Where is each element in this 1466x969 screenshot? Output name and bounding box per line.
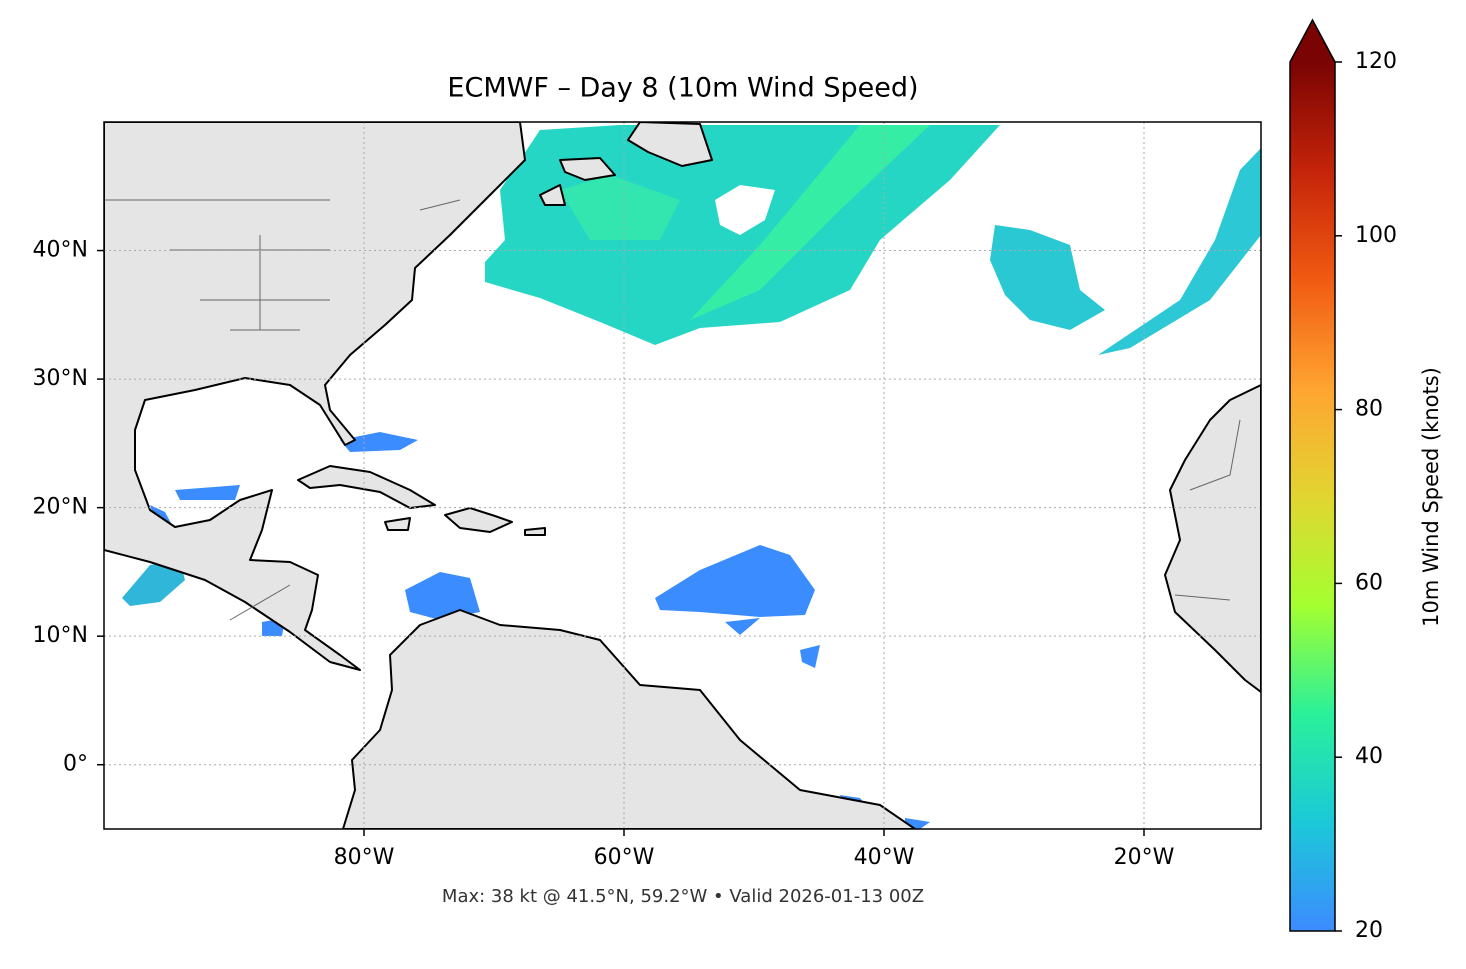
map-area bbox=[104, 122, 1261, 829]
chart-title: ECMWF – Day 8 (10m Wind Speed) bbox=[447, 73, 918, 104]
x-tick-label: 80°W bbox=[334, 845, 395, 870]
colorbar-tick-label: 40 bbox=[1355, 744, 1383, 769]
colorbar-tick-label: 20 bbox=[1355, 918, 1383, 943]
colorbar-tick-label: 100 bbox=[1355, 223, 1397, 248]
axes: 80°W 60°W 40°W 20°W 0° 10°N 20°N 30°N 40°N bbox=[33, 122, 1261, 870]
land bbox=[104, 122, 1261, 829]
x-tick-label: 40°W bbox=[854, 845, 915, 870]
y-tick-label: 0° bbox=[63, 752, 88, 777]
colorbar-tick-label: 80 bbox=[1355, 397, 1383, 422]
colorbar-extend bbox=[1290, 20, 1335, 62]
colorbar-frame bbox=[1289, 18, 1336, 932]
y-tick-label: 20°N bbox=[33, 495, 88, 520]
wind-field bbox=[122, 125, 1261, 829]
y-tick-label: 30°N bbox=[33, 366, 88, 391]
colorbar: 20 40 60 80 100 120 bbox=[1289, 18, 1397, 943]
colorbar-label: 10m Wind Speed (knots) bbox=[1419, 367, 1443, 627]
colorbar-tick-label: 60 bbox=[1355, 570, 1383, 595]
x-tick-label: 60°W bbox=[594, 845, 655, 870]
footer-note: Max: 38 kt @ 41.5°N, 59.2°W • Valid 2026… bbox=[442, 886, 924, 907]
colorbar-scale bbox=[1290, 62, 1335, 931]
x-tick-label: 20°W bbox=[1114, 845, 1175, 870]
colorbar-tick-label: 120 bbox=[1355, 49, 1397, 74]
y-tick-label: 40°N bbox=[33, 238, 88, 263]
map-frame bbox=[103, 121, 1262, 830]
y-tick-label: 10°N bbox=[33, 623, 88, 648]
